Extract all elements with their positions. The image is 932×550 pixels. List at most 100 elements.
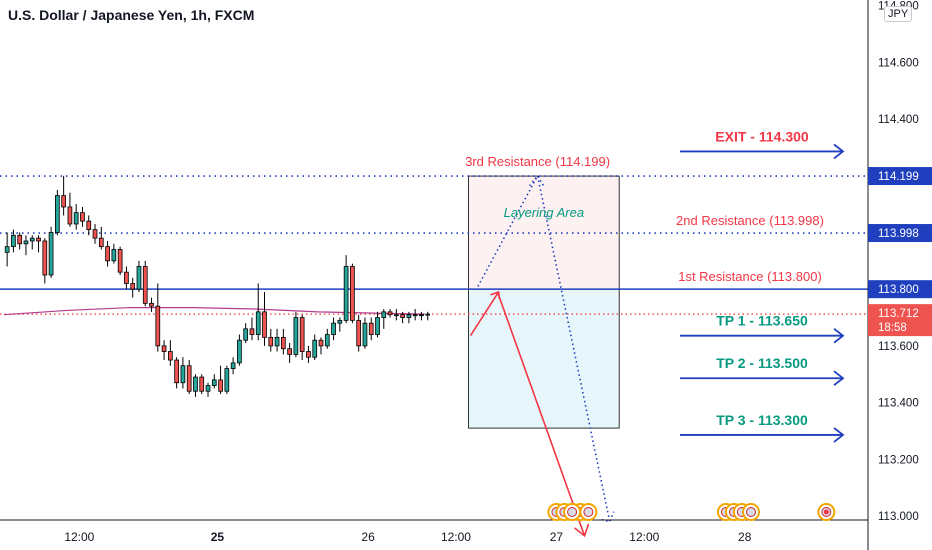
candle-body xyxy=(356,319,362,347)
candle[interactable] xyxy=(268,328,274,352)
candle[interactable] xyxy=(350,263,355,324)
candle[interactable] xyxy=(130,277,136,298)
candle[interactable] xyxy=(61,175,66,216)
candle-body xyxy=(331,322,336,335)
target-arrow-head-3 xyxy=(833,427,845,443)
event-dot-icon xyxy=(823,509,829,515)
candle-body xyxy=(186,365,192,392)
resistance-label-3: 3rd Resistance (114.199) xyxy=(465,154,610,169)
candle[interactable] xyxy=(324,328,330,349)
candle[interactable] xyxy=(29,235,35,250)
candle[interactable] xyxy=(142,260,148,307)
candle[interactable] xyxy=(237,334,242,366)
candle[interactable] xyxy=(199,374,205,395)
candle[interactable] xyxy=(168,340,173,366)
candle[interactable] xyxy=(224,365,230,395)
candle[interactable] xyxy=(218,365,223,395)
candle[interactable] xyxy=(362,317,368,349)
candle-body xyxy=(23,240,29,245)
candle-body xyxy=(230,362,236,369)
candle-body xyxy=(306,351,311,358)
stop-zone[interactable] xyxy=(468,175,620,290)
candle[interactable] xyxy=(368,317,374,341)
candle[interactable] xyxy=(117,246,123,275)
candle[interactable] xyxy=(136,260,142,293)
candle[interactable] xyxy=(124,266,129,290)
candle-body xyxy=(299,317,305,352)
target-zone[interactable] xyxy=(468,288,620,429)
price-tick: 113.000 xyxy=(878,511,919,523)
candle-body xyxy=(362,322,368,347)
flag-icon xyxy=(567,507,578,517)
candle[interactable] xyxy=(42,238,48,284)
candle[interactable] xyxy=(243,323,249,344)
candle[interactable] xyxy=(381,309,387,329)
candle[interactable] xyxy=(73,204,79,230)
candle[interactable] xyxy=(36,235,41,253)
candle[interactable] xyxy=(255,283,261,341)
candle[interactable] xyxy=(274,328,280,352)
candle-body xyxy=(337,319,343,324)
candle[interactable] xyxy=(312,334,318,361)
candle[interactable] xyxy=(48,226,54,278)
candle[interactable] xyxy=(80,206,85,227)
candle-body xyxy=(111,249,117,262)
candle[interactable] xyxy=(55,189,60,236)
candle[interactable] xyxy=(343,255,349,324)
candle[interactable] xyxy=(180,357,186,389)
candle[interactable] xyxy=(105,240,110,267)
time-tick: 26 xyxy=(361,530,375,544)
candle[interactable] xyxy=(306,345,311,363)
candle[interactable] xyxy=(356,314,362,352)
candle[interactable] xyxy=(406,311,412,324)
candle[interactable] xyxy=(193,374,198,397)
candle[interactable] xyxy=(67,192,73,227)
candle[interactable] xyxy=(400,311,405,324)
candle[interactable] xyxy=(111,243,117,264)
candle[interactable] xyxy=(92,223,98,244)
candle[interactable] xyxy=(337,317,343,332)
candle[interactable] xyxy=(318,337,324,355)
candle[interactable] xyxy=(155,283,161,352)
candle[interactable] xyxy=(149,297,154,312)
candle[interactable] xyxy=(425,311,431,321)
resistance-label-1: 1st Resistance (113.800) xyxy=(678,269,822,284)
candle[interactable] xyxy=(186,360,192,395)
candle[interactable] xyxy=(23,235,29,256)
candle[interactable] xyxy=(174,357,179,389)
bar-countdown: 18:58 xyxy=(878,322,907,334)
candle[interactable] xyxy=(262,292,267,346)
candle[interactable] xyxy=(98,226,104,250)
candle[interactable] xyxy=(205,382,211,397)
time-tick: 12:00 xyxy=(629,530,659,544)
candle[interactable] xyxy=(249,317,255,341)
candle[interactable] xyxy=(280,328,286,355)
candle[interactable] xyxy=(230,357,236,375)
candle[interactable] xyxy=(4,232,10,267)
candle-body xyxy=(249,328,255,335)
candle[interactable] xyxy=(161,340,167,361)
resistance-3-axis-label: 114.199 xyxy=(878,171,919,183)
candle[interactable] xyxy=(299,314,305,361)
candle-body xyxy=(387,311,393,316)
candle[interactable] xyxy=(387,309,393,318)
currency-badge[interactable]: JPY xyxy=(884,6,913,22)
candle[interactable] xyxy=(293,311,299,358)
candle[interactable] xyxy=(211,374,217,389)
candle-body xyxy=(86,220,92,231)
candle[interactable] xyxy=(393,309,399,321)
candle-body xyxy=(73,212,79,225)
candle[interactable] xyxy=(17,232,23,250)
candle-body xyxy=(61,195,66,208)
candle[interactable] xyxy=(419,311,424,321)
candle[interactable] xyxy=(287,343,292,363)
candle[interactable] xyxy=(86,215,92,236)
candle[interactable] xyxy=(375,311,380,338)
target-label-2: TP 2 - 113.500 xyxy=(716,355,808,371)
candle[interactable] xyxy=(11,229,16,253)
candle[interactable] xyxy=(331,317,336,341)
candle-body xyxy=(36,237,41,242)
candle[interactable] xyxy=(412,309,418,321)
candle-body xyxy=(17,234,23,245)
